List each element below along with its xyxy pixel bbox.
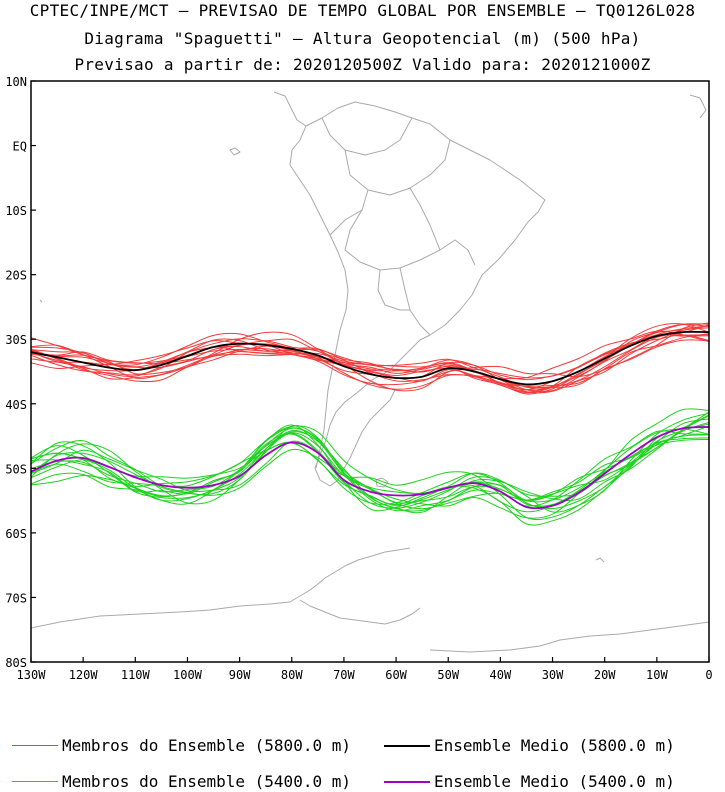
y-tick-label: 60S xyxy=(5,527,27,541)
5400-member-line xyxy=(31,428,709,513)
y-tick-label: 20S xyxy=(5,269,27,283)
coastline-map xyxy=(31,91,709,653)
x-tick-label: 0 xyxy=(705,668,712,682)
5400-member-line xyxy=(31,427,709,512)
legend-label: Membros do Ensemble (5800.0 m) xyxy=(62,736,351,755)
chart-title-line-1: CPTEC/INPE/MCT – PREVISAO DE TEMPO GLOBA… xyxy=(29,1,696,20)
y-tick-label: 10N xyxy=(5,75,27,89)
legend-label: Ensemble Medio (5800.0 m) xyxy=(434,736,675,755)
legend-item-members-5800: Membros do Ensemble (5800.0 m) xyxy=(12,736,351,755)
5800-mean-line xyxy=(31,330,709,386)
x-tick-label: 60W xyxy=(385,668,407,682)
y-tick-label: 70S xyxy=(5,591,27,605)
x-tick-label: 90W xyxy=(229,668,251,682)
5800-member-line xyxy=(31,327,709,394)
x-tick-label: 80W xyxy=(281,668,303,682)
legend-label: Membros do Ensemble (5400.0 m) xyxy=(62,772,351,791)
y-tick-label: 80S xyxy=(5,656,27,670)
x-tick-label: 10W xyxy=(646,668,668,682)
x-tick-label: 130W xyxy=(17,668,47,682)
x-tick-label: 30W xyxy=(542,668,564,682)
legend-item-mean-5400: Ensemble Medio (5400.0 m) xyxy=(384,772,675,791)
5800-member-line xyxy=(31,330,709,390)
y-tick-label: 30S xyxy=(5,333,27,347)
y-tick-label: 50S xyxy=(5,462,27,476)
chart-title-line-3: Previsao a partir de: 2020120500Z Valido… xyxy=(74,55,651,74)
5400-member-line xyxy=(31,434,709,507)
legend-item-mean-5800: Ensemble Medio (5800.0 m) xyxy=(384,736,675,755)
chart-title-line-2: Diagrama "Spaguetti" – Altura Geopotenci… xyxy=(84,29,641,48)
legend-swatch xyxy=(384,780,430,783)
x-tick-label: 120W xyxy=(69,668,99,682)
5400-member-line xyxy=(31,421,709,504)
legend-swatch xyxy=(12,781,58,782)
5800-member-line xyxy=(31,323,709,393)
x-tick-label: 50W xyxy=(437,668,459,682)
legend-swatch xyxy=(384,744,430,747)
5400-member-line xyxy=(31,414,709,521)
x-tick-label: 20W xyxy=(594,668,616,682)
x-tick-label: 110W xyxy=(121,668,151,682)
5800-member-line xyxy=(31,322,709,392)
legend-item-members-5400: Membros do Ensemble (5400.0 m) xyxy=(12,772,351,791)
x-tick-label: 100W xyxy=(173,668,203,682)
5400-member-line xyxy=(31,418,709,526)
y-tick-label: 40S xyxy=(5,398,27,412)
5400-member-line xyxy=(31,411,709,514)
plot-frame xyxy=(30,80,710,663)
5400-member-line xyxy=(31,415,709,510)
5400-member-line xyxy=(31,423,709,507)
x-tick-label: 40W xyxy=(490,668,512,682)
legend-swatch xyxy=(12,745,58,746)
y-tick-label: EQ xyxy=(13,140,27,154)
y-tick-label: 10S xyxy=(5,204,27,218)
5400-mean-line xyxy=(31,426,709,510)
legend-label: Ensemble Medio (5400.0 m) xyxy=(434,772,675,791)
5400-member-line xyxy=(31,430,709,510)
x-tick-label: 70W xyxy=(333,668,355,682)
5800-member-line xyxy=(31,339,709,389)
5800-member-line xyxy=(31,334,709,386)
